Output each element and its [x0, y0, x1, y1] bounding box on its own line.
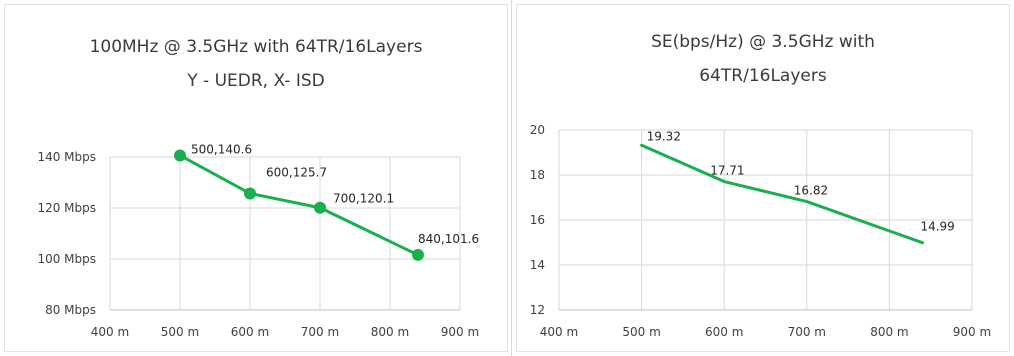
- uedr-x-tick-label: 600 m: [231, 325, 269, 339]
- uedr-x-tick-label: 400 m: [91, 325, 129, 339]
- se-chart-frame: [516, 4, 1010, 352]
- se-x-tick-label: 700 m: [788, 325, 826, 339]
- se-x-tick-label: 500 m: [622, 325, 660, 339]
- uedr-y-tick-label: 140 Mbps: [37, 150, 96, 164]
- uedr-x-tick-label: 900 m: [441, 325, 479, 339]
- chart-divider: [511, 0, 512, 356]
- uedr-title-line-2: Y - UEDR, X- ISD: [186, 71, 324, 91]
- se-data-label: 14.99: [920, 220, 954, 234]
- uedr-x-tick-label: 500 m: [161, 325, 199, 339]
- uedr-x-tick-label: 800 m: [371, 325, 409, 339]
- se-chart-panel: SE(bps/Hz) @ 3.5GHz with 64TR/16Layers 12 1…: [512, 0, 1014, 356]
- uedr-chart: 100MHz @ 3.5GHz with 64TR/16Layers Y - UE…: [37, 37, 479, 339]
- se-y-tick-label: 18: [530, 168, 545, 182]
- se-data-label: 19.32: [647, 129, 681, 143]
- uedr-y-tick-label: 80 Mbps: [45, 303, 96, 317]
- uedr-data-label: 600,125.7: [266, 165, 327, 179]
- se-y-tick-label: 14: [530, 258, 545, 272]
- uedr-series-line: [178, 153, 420, 257]
- se-x-tick-label: 900 m: [953, 325, 991, 339]
- uedr-data-point: [244, 187, 256, 200]
- se-data-label: 17.71: [710, 164, 744, 178]
- uedr-x-tick-label: 700 m: [301, 325, 339, 339]
- uedr-data-label: 840,101.6: [418, 232, 479, 246]
- uedr-y-tick-label: 100 Mbps: [37, 252, 96, 266]
- se-x-tick-label: 400 m: [540, 325, 578, 339]
- se-x-tick-label: 800 m: [870, 325, 908, 339]
- se-series-line: [640, 143, 924, 245]
- se-y-tick-label: 12: [530, 303, 545, 317]
- se-title-line-2: 64TR/16Layers: [699, 66, 827, 86]
- uedr-title-line-1: 100MHz @ 3.5GHz with 64TR/16Layers: [90, 37, 423, 57]
- uedr-data-point: [314, 201, 326, 214]
- se-y-tick-label: 20: [530, 123, 545, 137]
- se-y-tick-label: 16: [530, 213, 545, 227]
- se-data-label: 16.82: [794, 184, 828, 198]
- uedr-y-tick-label: 120 Mbps: [37, 201, 96, 215]
- se-title-line-1: SE(bps/Hz) @ 3.5GHz with: [651, 32, 875, 52]
- uedr-data-point: [412, 248, 424, 261]
- se-chart: SE(bps/Hz) @ 3.5GHz with 64TR/16Layers 12 1…: [530, 32, 991, 339]
- se-x-tick-label: 600 m: [705, 325, 743, 339]
- uedr-chart-panel: 100MHz @ 3.5GHz with 64TR/16Layers Y - UE…: [4, 4, 508, 352]
- uedr-data-point: [174, 149, 186, 162]
- uedr-data-label: 700,120.1: [333, 192, 394, 206]
- uedr-data-label: 500,140.6: [191, 142, 252, 156]
- uedr-chart-frame: [4, 4, 508, 352]
